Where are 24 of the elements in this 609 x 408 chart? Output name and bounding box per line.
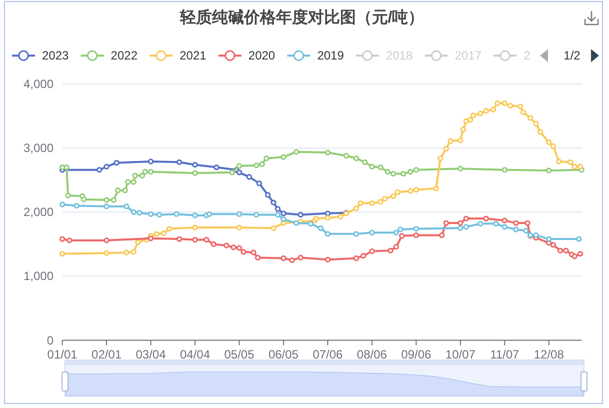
y-tick-label: 0 (46, 333, 54, 348)
legend-label: 2023 (42, 48, 70, 63)
legend-label: 2019 (317, 48, 344, 63)
x-tick-label: 01/01 (47, 347, 78, 362)
x-tick-label: 07/06 (312, 347, 344, 362)
legend-label: 2022 (110, 48, 138, 63)
text: 1/2 (564, 48, 581, 63)
x-tick-label: 02/01 (92, 347, 122, 362)
x-tick-label: 04/04 (180, 347, 210, 362)
x-tick-label: 05/05 (224, 347, 255, 362)
x-tick-label: 12/08 (534, 347, 564, 362)
x-tick-label: 08/06 (356, 347, 388, 362)
x-tick-label: 10/07 (445, 347, 476, 362)
x-tick-label: 03/04 (136, 347, 166, 362)
legend-label: 2021 (180, 48, 207, 63)
y-tick-label: 3,000 (23, 141, 54, 156)
y-tick-label: 2,000 (23, 205, 54, 220)
y-tick-label: 4,000 (23, 77, 54, 91)
x-tick-label: 11/07 (490, 347, 520, 362)
legend-label: 2020 (248, 48, 276, 63)
x-tick-label: 09/06 (401, 347, 432, 362)
chart-title: 轻质纯碱价格年度对比图（元/吨） (178, 8, 424, 26)
y-tick-label: 1,000 (23, 269, 54, 284)
x-tick-label: 06/05 (268, 347, 299, 362)
